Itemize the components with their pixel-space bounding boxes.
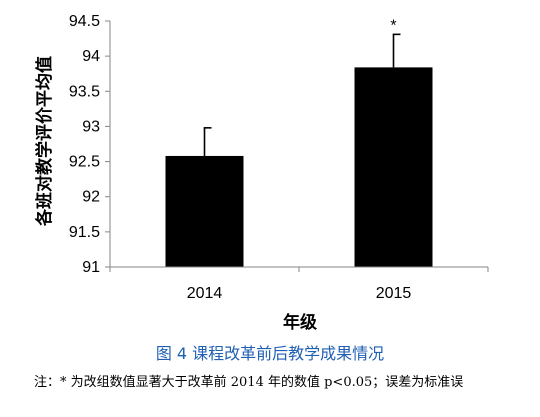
error-bars: * <box>203 17 401 156</box>
x-tick-label: 2015 <box>376 285 412 302</box>
figure-note: 注：* 为改组数值显著大于改革前 2014 年的数值 p<0.05；误差为标准误 <box>34 375 464 390</box>
y-tick-label: 92.5 <box>69 154 100 171</box>
y-axis-title: 各班对教学评价平均值 <box>34 56 55 227</box>
bar-2015 <box>354 67 433 267</box>
x-axis-ticks: 2014 2015 <box>109 267 489 302</box>
y-tick-label: 93.5 <box>69 83 100 100</box>
y-tick-label: 93 <box>82 118 100 135</box>
y-tick-label: 91 <box>82 259 100 276</box>
bar-2014 <box>165 155 244 267</box>
y-tick-label: 94.5 <box>69 13 100 30</box>
significance-marker: * <box>390 17 396 34</box>
x-tick-label: 2014 <box>187 285 223 302</box>
bar-chart: 91 91.5 92 92.5 93 93.5 94 94.5 * 2014 2015 各班对教… <box>34 13 489 333</box>
y-tick-label: 92 <box>82 189 100 206</box>
figure-caption: 图 4 课程改革前后教学成果情况 <box>155 344 385 363</box>
x-axis-title: 年级 <box>283 312 317 333</box>
y-tick-label: 94 <box>82 48 100 65</box>
y-axis-ticks: 91 91.5 92 92.5 93 93.5 94 94.5 <box>69 13 110 276</box>
y-tick-label: 91.5 <box>69 224 100 241</box>
bars <box>165 67 433 267</box>
